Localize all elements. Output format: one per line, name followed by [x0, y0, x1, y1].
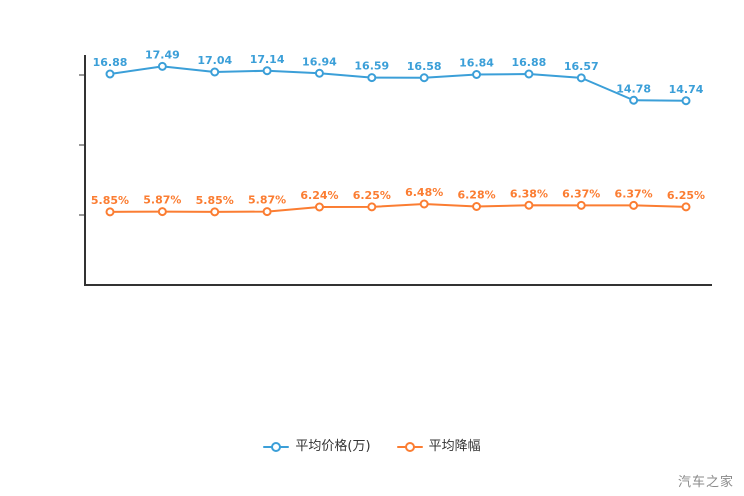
data-label: 6.25%	[667, 189, 705, 202]
data-label: 17.14	[250, 53, 285, 66]
data-point[interactable]	[681, 202, 691, 212]
data-label: 6.37%	[562, 187, 600, 200]
data-point[interactable]	[210, 67, 220, 77]
data-label: 6.37%	[615, 187, 653, 200]
data-point[interactable]	[524, 69, 534, 79]
data-label: 6.48%	[405, 186, 443, 199]
data-point[interactable]	[367, 73, 377, 83]
chart-axes	[84, 55, 712, 286]
legend-item-avg-price[interactable]: 平均价格(万)	[263, 439, 371, 454]
legend-ring	[271, 441, 282, 452]
line-marker-icon	[396, 441, 423, 453]
data-label: 6.38%	[510, 187, 548, 200]
legend-ring	[404, 441, 415, 452]
data-point[interactable]	[157, 207, 167, 217]
legend-label-avg-price: 平均价格(万)	[295, 439, 371, 454]
data-point[interactable]	[524, 200, 534, 210]
series-line-avg-price	[109, 65, 687, 102]
watermark: 汽车之家	[677, 475, 734, 490]
data-point[interactable]	[105, 207, 115, 217]
series-line-avg-discount	[109, 203, 687, 213]
data-label: 16.59	[354, 60, 389, 73]
data-label: 16.94	[302, 55, 337, 68]
data-label: 6.24%	[300, 189, 338, 202]
data-label: 17.49	[145, 48, 180, 61]
data-point[interactable]	[367, 202, 377, 212]
data-point[interactable]	[419, 73, 429, 83]
data-point[interactable]	[681, 96, 691, 106]
data-point[interactable]	[472, 202, 482, 211]
data-point[interactable]	[157, 61, 167, 71]
data-label: 6.28%	[457, 189, 495, 202]
data-label: 5.85%	[91, 194, 129, 207]
data-point[interactable]	[419, 199, 429, 209]
data-point[interactable]	[105, 69, 115, 79]
legend-item-avg-discount[interactable]: 平均降幅	[396, 439, 481, 454]
data-label: 6.25%	[353, 189, 391, 202]
data-point[interactable]	[576, 200, 586, 210]
data-label: 16.88	[512, 56, 547, 69]
legend-label-avg-discount: 平均降幅	[428, 439, 481, 454]
data-label: 16.58	[407, 60, 442, 73]
data-label: 5.85%	[196, 194, 234, 207]
line-chart: 16.88 17.49 17.04 17.14 16.94 16.59 16.58 16.84…	[79, 48, 712, 286]
data-label: 16.84	[459, 57, 494, 70]
data-label: 5.87%	[143, 194, 181, 207]
data-point[interactable]	[576, 73, 586, 83]
data-point[interactable]	[210, 207, 220, 217]
data-point[interactable]	[262, 66, 272, 76]
data-label: 16.88	[93, 56, 128, 69]
data-label: 14.74	[669, 83, 704, 96]
data-label: 14.78	[616, 82, 651, 95]
data-point[interactable]	[629, 200, 639, 210]
data-point[interactable]	[629, 95, 639, 105]
data-label: 16.57	[564, 60, 599, 73]
data-point[interactable]	[314, 68, 324, 78]
chart-legend: 平均价格(万) 平均降幅	[0, 440, 744, 453]
data-point[interactable]	[262, 207, 272, 217]
data-point[interactable]	[314, 202, 324, 212]
line-marker-icon	[263, 441, 290, 453]
data-label: 17.04	[197, 54, 232, 67]
data-point[interactable]	[472, 70, 482, 79]
data-label: 5.87%	[248, 194, 286, 207]
